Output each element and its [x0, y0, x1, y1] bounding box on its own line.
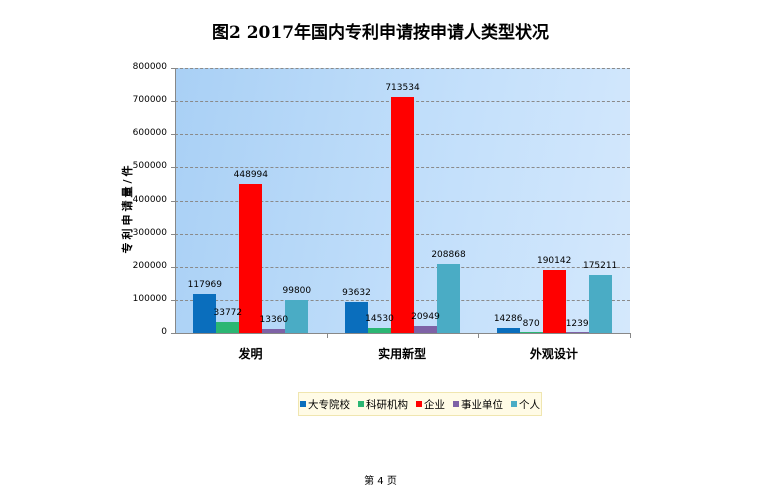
legend-swatch-icon	[300, 401, 306, 407]
bar-科研机构	[519, 332, 543, 333]
bar-个人	[285, 299, 309, 333]
legend-label: 企业	[424, 398, 445, 411]
page-number: 第 4 页	[364, 476, 397, 487]
legend-item: 大专院校	[300, 397, 350, 412]
legend-swatch-icon	[416, 401, 422, 407]
y-tick-mark	[171, 233, 175, 235]
bar-大专院校	[345, 301, 368, 333]
y-tick-mark	[171, 101, 175, 103]
legend-swatch-icon	[511, 401, 517, 407]
data-label: 713534	[385, 82, 420, 93]
legend-item: 事业单位	[453, 397, 503, 412]
data-label: 870	[522, 318, 540, 329]
y-tick-mark	[171, 134, 175, 136]
bar-个人	[437, 263, 460, 333]
y-tick-label: 700000	[132, 95, 167, 106]
x-tick-mark	[630, 333, 631, 338]
bar-个人	[588, 274, 612, 333]
x-category-label: 实用新型	[378, 347, 427, 361]
data-label: 93632	[342, 287, 371, 298]
legend-swatch-icon	[358, 401, 364, 407]
y-tick-label: 300000	[132, 227, 167, 238]
legend-item: 科研机构	[358, 397, 408, 412]
legend-item: 企业	[416, 397, 445, 412]
y-tick-label: 100000	[132, 293, 167, 304]
bar-企业	[239, 184, 263, 333]
bar-事业单位	[414, 326, 437, 333]
data-label: 175211	[582, 260, 618, 271]
data-label: 14286	[493, 314, 523, 325]
data-label: 1239	[565, 318, 589, 329]
y-tick-mark	[171, 68, 175, 69]
x-category-label: 发明	[238, 347, 263, 361]
y-tick-mark	[171, 299, 175, 301]
y-axis	[175, 68, 176, 334]
bar-科研机构	[216, 321, 240, 333]
y-tick-label: 500000	[132, 161, 167, 172]
y-tick-label: 200000	[132, 260, 167, 271]
data-label: 20949	[411, 312, 440, 323]
y-tick-label: 0	[161, 327, 167, 337]
x-tick-mark	[478, 333, 480, 338]
bar-企业	[391, 96, 414, 333]
x-tick-mark	[326, 333, 328, 338]
y-tick-label: 800000	[132, 62, 167, 72]
data-label: 13360	[259, 314, 289, 325]
y-tick-mark	[171, 266, 175, 268]
chart-title: 图2 2017年国内专利申请按申请人类型状况	[211, 23, 550, 43]
bar-科研机构	[368, 328, 391, 333]
data-label: 99800	[282, 285, 312, 296]
y-tick-label: 600000	[132, 128, 167, 139]
data-label: 33772	[213, 307, 243, 318]
data-label: 117969	[187, 279, 222, 290]
bar-企业	[542, 270, 566, 333]
gridline	[175, 68, 630, 69]
data-label: 14530	[365, 314, 394, 325]
y-tick-label: 400000	[132, 194, 167, 205]
y-tick-mark	[171, 167, 175, 169]
chart-legend: 大专院校 科研机构 企业 事业单位 个人	[298, 392, 542, 416]
bar-大专院校	[496, 328, 520, 333]
bar-事业单位	[565, 332, 589, 333]
legend-label: 科研机构	[366, 398, 408, 411]
legend-swatch-icon	[453, 401, 459, 407]
data-label: 448994	[233, 170, 268, 181]
bar-事业单位	[262, 328, 286, 333]
bar-大专院校	[193, 293, 217, 333]
legend-label: 事业单位	[461, 398, 503, 411]
legend-label: 个人	[519, 398, 540, 411]
data-label: 190142	[536, 256, 572, 266]
legend-item: 个人	[511, 397, 540, 412]
x-category-label: 外观设计	[529, 347, 578, 361]
y-tick-mark	[171, 333, 175, 334]
data-label: 208868	[431, 249, 466, 260]
x-axis	[175, 333, 631, 334]
y-tick-mark	[171, 200, 175, 202]
legend-label: 大专院校	[308, 398, 350, 411]
